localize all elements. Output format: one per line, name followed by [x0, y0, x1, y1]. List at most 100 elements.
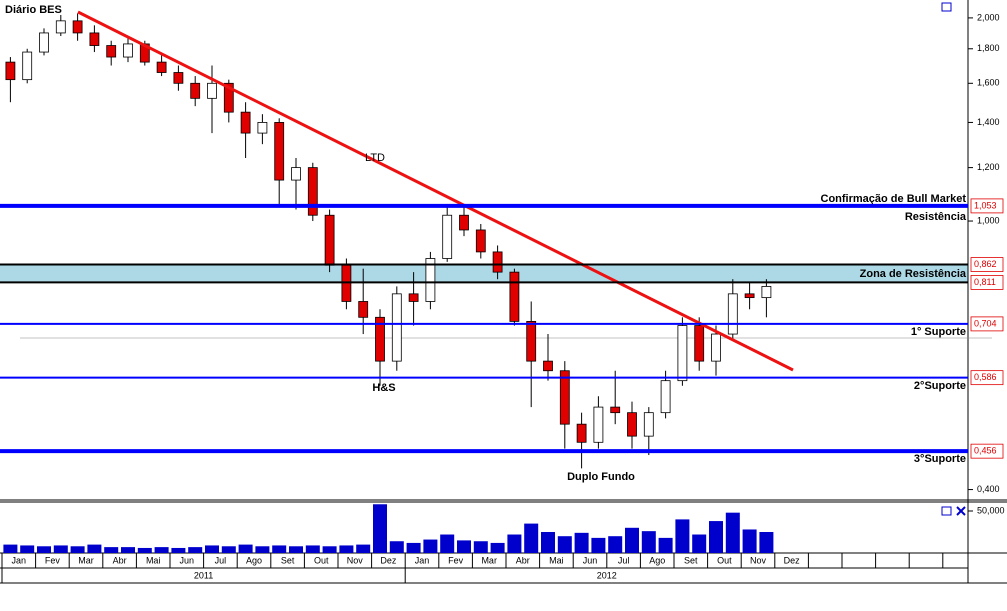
- x-tick-label: Jun: [583, 555, 598, 565]
- level-box: [970, 257, 1004, 272]
- x-tick-label: Set: [684, 555, 698, 565]
- candle-body: [156, 61, 167, 73]
- volume-bar: [473, 541, 488, 553]
- annotation: LTD: [365, 152, 385, 164]
- y-tick-label: 1,600: [977, 78, 1000, 88]
- level-box: [970, 275, 1004, 290]
- volume-bar: [389, 541, 404, 553]
- candle-body: [240, 111, 251, 134]
- candle-body: [660, 380, 671, 414]
- candle-body: [72, 20, 83, 34]
- zone: [0, 264, 968, 283]
- x-tick-label: Mar: [78, 555, 94, 565]
- candle-body: [173, 72, 184, 84]
- candle-body: [711, 333, 721, 362]
- pane-button[interactable]: [941, 506, 952, 516]
- candle-body: [442, 214, 453, 259]
- annotation: Resistência: [905, 211, 967, 223]
- candle-body: [375, 316, 385, 362]
- candle-body: [190, 82, 201, 99]
- candle-body: [274, 122, 285, 181]
- x-tick-label: Nov: [347, 555, 364, 565]
- pane-button[interactable]: [941, 2, 952, 12]
- candle-body: [391, 293, 402, 362]
- candle-body: [408, 293, 419, 302]
- volume-bar: [507, 534, 522, 553]
- candle-body: [643, 412, 654, 437]
- candle-body: [610, 406, 621, 414]
- candle-body: [223, 82, 234, 113]
- volume-bar: [305, 545, 320, 553]
- candle-body: [22, 51, 33, 81]
- candle-body: [425, 258, 436, 302]
- marks: [3, 13, 774, 553]
- level-label: 0,862: [974, 259, 997, 269]
- level-box: [970, 443, 1004, 459]
- x-tick-label: Ago: [246, 555, 262, 565]
- candle-body: [526, 321, 537, 362]
- x-tick-label: Mai: [146, 555, 161, 565]
- candle-body: [55, 20, 66, 34]
- resistance-zone: [0, 264, 968, 283]
- volume-bar: [608, 536, 623, 553]
- x-tick-label: Jul: [618, 555, 630, 565]
- y-tick-label: 1,400: [977, 117, 1000, 127]
- candle-body: [324, 214, 335, 266]
- candle-body: [475, 229, 486, 253]
- volume-bar: [692, 534, 707, 553]
- level-box: [970, 370, 1004, 386]
- candle-body: [543, 360, 553, 372]
- candle-body: [291, 167, 301, 181]
- annotation: 3°Suporte: [914, 453, 966, 465]
- year-label: 2012: [597, 570, 617, 580]
- x-tick-label: Jan: [415, 555, 430, 565]
- volume-bar: [541, 531, 555, 553]
- candle-body: [559, 370, 570, 425]
- y-tick-label: 50,000: [977, 505, 1005, 515]
- candle-body: [89, 32, 100, 46]
- volume-bar: [188, 547, 203, 553]
- candle-body: [744, 293, 755, 299]
- y-tick-label: 2,000: [977, 12, 1000, 22]
- x-tick-label: Dez: [784, 555, 801, 565]
- candle-body: [358, 301, 369, 318]
- trendline: [77, 10, 794, 372]
- volume-bar: [53, 545, 68, 553]
- y-tick-label: 0,400: [977, 484, 1000, 494]
- y-tick-label: 1,200: [977, 162, 1000, 172]
- x-tick-label: Ago: [649, 555, 665, 565]
- y-tick-label: 1,000: [977, 215, 1000, 225]
- close-button[interactable]: [956, 506, 966, 516]
- level-label: 0,586: [974, 372, 997, 382]
- volume-bar: [658, 537, 673, 553]
- candle-body: [593, 406, 604, 443]
- volume-bar: [725, 512, 740, 553]
- volume-bar: [457, 540, 471, 553]
- volume-bar: [121, 547, 135, 553]
- volume-bar: [557, 536, 572, 553]
- volume-bar: [641, 531, 656, 553]
- x-tick-label: Mar: [481, 555, 497, 565]
- volume-bar: [289, 546, 303, 553]
- volume-bar: [171, 547, 186, 553]
- volume-bar: [574, 532, 589, 553]
- level-label: 0,811: [974, 277, 996, 287]
- annotation: Duplo Fundo: [567, 471, 635, 483]
- volume-bar: [137, 547, 152, 553]
- x-tick-label: Jun: [180, 555, 195, 565]
- x-tick-label: Fev: [448, 555, 464, 565]
- x-tick-label: Fev: [45, 555, 61, 565]
- volume-bar: [255, 546, 270, 553]
- candle-body: [761, 286, 772, 299]
- level-label: 1,053: [974, 200, 997, 210]
- candle-body: [509, 271, 520, 322]
- volume-bar: [272, 545, 287, 553]
- volume-bar: [104, 547, 119, 553]
- x-tick-label: Nov: [750, 555, 767, 565]
- x-tick-label: Out: [314, 555, 329, 565]
- volume-bar: [406, 542, 421, 553]
- volume-bar: [356, 544, 371, 553]
- x-tick-label: Out: [717, 555, 732, 565]
- volume-bar: [742, 529, 757, 553]
